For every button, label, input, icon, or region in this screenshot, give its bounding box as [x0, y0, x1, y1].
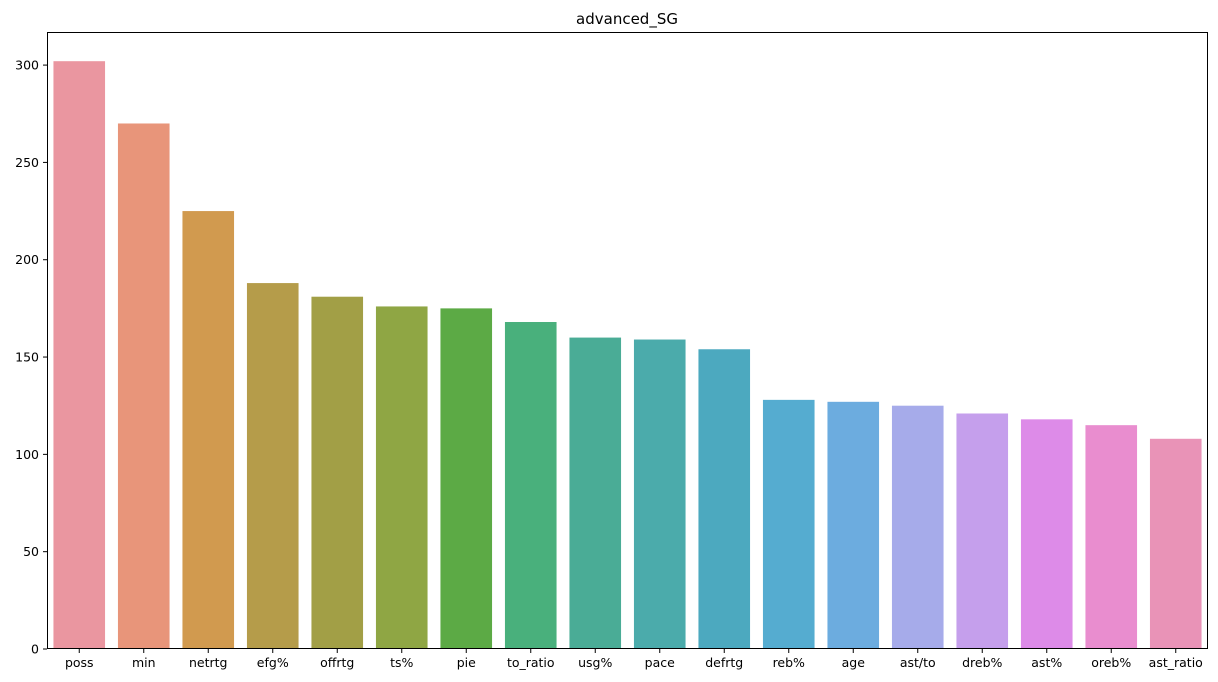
- x-tick-label: offrtg: [320, 655, 354, 670]
- x-tick-label: min: [132, 655, 156, 670]
- x-tick-label: dreb%: [962, 655, 1002, 670]
- y-tick-label: 100: [15, 447, 39, 462]
- x-tick-label: reb%: [773, 655, 805, 670]
- x-axis: poss min netrtg efg% offrtg ts% pie to_ratio usg…: [65, 649, 1203, 670]
- y-tick-label: 200: [15, 252, 39, 267]
- x-tick-label: ast%: [1031, 655, 1062, 670]
- y-tick-label: 50: [23, 544, 39, 559]
- x-tick-label: usg%: [578, 655, 612, 670]
- y-tick-label: 250: [15, 155, 39, 170]
- bar-to_ratio: [504, 322, 557, 649]
- x-tick-label: pace: [645, 655, 675, 670]
- x-tick-label: efg%: [257, 655, 289, 670]
- x-tick-label: ast/to: [900, 655, 936, 670]
- y-tick-label: 300: [15, 58, 39, 73]
- x-tick-label: poss: [65, 655, 94, 670]
- chart-title: advanced_SG: [576, 10, 678, 29]
- bar-pace: [633, 339, 686, 649]
- y-tick-label: 150: [15, 350, 39, 365]
- bar-dreb%: [956, 413, 1009, 649]
- y-axis: 0 50 100 150 200 250 300: [15, 58, 47, 657]
- y-tick-label: 0: [31, 642, 39, 657]
- x-tick-label: to_ratio: [507, 655, 555, 670]
- bar-offrtg: [311, 296, 364, 649]
- bar-ast_ratio: [1149, 438, 1202, 649]
- bar-efg%: [246, 283, 299, 649]
- bar-oreb%: [1085, 425, 1138, 649]
- bar-defrtg: [698, 349, 751, 649]
- bar-age: [827, 401, 880, 649]
- bar-ts%: [375, 306, 428, 649]
- x-tick-label: ast_ratio: [1149, 655, 1203, 670]
- bar-poss: [53, 61, 106, 649]
- bar-ast/to: [891, 405, 944, 649]
- bar-ast%: [1020, 419, 1073, 649]
- x-tick-label: defrtg: [705, 655, 743, 670]
- x-tick-label: age: [842, 655, 866, 670]
- bar-usg%: [569, 337, 622, 649]
- x-tick-label: ts%: [390, 655, 413, 670]
- plot-frame: [47, 32, 1208, 649]
- bars-group: [53, 61, 1202, 650]
- bar-reb%: [762, 399, 815, 649]
- bar-pie: [440, 308, 493, 649]
- bar-netrtg: [182, 211, 235, 649]
- x-tick-label: netrtg: [189, 655, 228, 670]
- x-tick-label: oreb%: [1091, 655, 1131, 670]
- x-tick-label: pie: [457, 655, 476, 670]
- bar-min: [117, 123, 170, 650]
